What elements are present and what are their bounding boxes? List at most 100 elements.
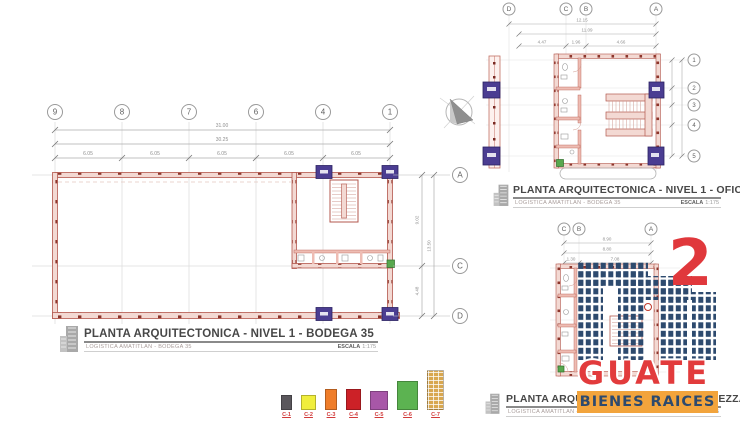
building-icon xyxy=(492,183,510,211)
grid-bubble: B xyxy=(584,6,588,13)
grid-bubble: 5 xyxy=(692,154,696,160)
legend-label: C-7 xyxy=(431,412,440,418)
grid-bubble: D xyxy=(507,6,512,13)
main-plan-subtitle: LOGISTICA AMATITLAN - BODEGA 35 xyxy=(86,344,192,350)
dim-s3: 4.66 xyxy=(617,40,626,45)
legend-label: C-1 xyxy=(282,412,291,418)
office-restrooms xyxy=(293,249,391,264)
legend-swatch-c2 xyxy=(301,395,316,410)
oficina-canopy xyxy=(559,167,657,180)
main-plan-scale: ESCALA 1:175 xyxy=(338,344,376,350)
warehouse-walls xyxy=(52,172,400,319)
dim-right-total: 13.50 xyxy=(427,240,432,252)
top-dimensions: 31.00 30.25 6.05 6.05 6.05 6.05 6.05 xyxy=(51,123,394,162)
legend-label: C-2 xyxy=(304,412,313,418)
title-rule xyxy=(84,341,378,343)
mezz-top-bubbles: C B A xyxy=(557,222,658,236)
building-icon xyxy=(484,392,501,419)
oficina-subtitle: LOGISTICA AMATITLAN - BODEGA 35 xyxy=(515,200,621,206)
dim-seg: 6.05 xyxy=(83,151,93,157)
dim-inner: 11.09 xyxy=(582,28,593,33)
grid-bubble: A xyxy=(649,226,654,233)
dim-s2: 7.08 xyxy=(611,257,620,262)
grid-bubble: 2 xyxy=(692,86,696,92)
green-corner-marker xyxy=(557,365,565,373)
title-rule-thin xyxy=(84,351,378,352)
oficina-stair xyxy=(605,93,653,137)
main-floor-plan-drawing: 31.00 30.25 6.05 6.05 6.05 6.05 6.05 9 8… xyxy=(32,95,475,324)
oficina-purple-markers xyxy=(647,81,665,166)
logo-brand-name: GUATE xyxy=(577,354,711,392)
m2-building-logo xyxy=(576,262,716,360)
dim-seg: 6.05 xyxy=(351,151,361,157)
oficina-scale: ESCALA 1:175 xyxy=(681,200,719,206)
purple-column-markers xyxy=(315,165,399,321)
legend-swatch-c1 xyxy=(281,395,292,410)
legend-item: C-4 xyxy=(346,389,361,418)
grid-bubble-7: 7 xyxy=(187,108,192,117)
grid-bubble: A xyxy=(654,6,659,13)
grid-bubble: C xyxy=(562,226,567,233)
grid-bubble: 3 xyxy=(692,103,696,109)
green-corner-marker xyxy=(386,259,395,268)
right-dimensions: 9.02 4.48 13.50 xyxy=(393,171,450,320)
legend-item: C-6 xyxy=(397,381,418,418)
legend-item: C-3 xyxy=(325,389,337,418)
column-grid-bubbles: 9 8 7 6 4 1 xyxy=(47,104,398,120)
dim-seg: 6.05 xyxy=(217,151,227,157)
scale-label: ESCALA xyxy=(337,344,361,350)
grid-bubble-C: C xyxy=(457,262,463,271)
grid-bubble-6: 6 xyxy=(254,108,259,117)
grid-bubble-4: 4 xyxy=(321,108,326,117)
oficina-top-bubbles: D C B A xyxy=(502,2,663,16)
legend-item: C-2 xyxy=(301,395,316,418)
dim-total: 8.90 xyxy=(603,237,612,242)
scale-label: ESCALA xyxy=(680,200,704,206)
legend-label: C-3 xyxy=(326,412,336,418)
dim-seg: 6.05 xyxy=(284,151,294,157)
grid-bubble: 1 xyxy=(692,58,696,64)
legend-item: C-1 xyxy=(281,395,292,418)
legend-label: C-6 xyxy=(403,412,412,418)
oficina-right-bubbles: 1 2 3 4 5 xyxy=(687,53,701,163)
main-plan-title: PLANTA ARQUITECTONICA - NIVEL 1 - BODEGA… xyxy=(84,328,374,340)
scale-value: 1:175 xyxy=(705,200,719,206)
legend-label: C-4 xyxy=(349,412,358,418)
oficina-interior xyxy=(555,57,582,165)
grid-bubble: C xyxy=(564,6,569,13)
title-rule xyxy=(513,197,721,199)
oficina-left-strip xyxy=(482,55,501,169)
grid-bubble-A: A xyxy=(457,171,463,180)
grid-bubble-D: D xyxy=(457,312,463,321)
oficina-floor-plan-drawing: 12.15 11.09 4.47 1.96 4.66 D C B A xyxy=(482,2,701,180)
legend-item: C-5 xyxy=(370,391,388,418)
dim-s1: 4.47 xyxy=(538,40,547,45)
grid-bubble-1: 1 xyxy=(388,108,393,117)
dim-inner: 30.25 xyxy=(216,137,229,143)
logo-m-shape xyxy=(576,262,716,360)
legend-swatch-c5 xyxy=(370,391,388,410)
logo-banner-text: BIENES RAICES xyxy=(579,394,716,410)
dim-inner: 8.80 xyxy=(603,247,612,252)
dim-right-2: 4.48 xyxy=(415,286,420,295)
legend-item: C-7 xyxy=(427,370,444,418)
grid-bubble: B xyxy=(577,226,581,233)
building-icon xyxy=(58,324,80,357)
north-arrow-icon xyxy=(439,95,475,129)
green-corner-marker xyxy=(556,159,564,167)
oficina-walls xyxy=(553,53,661,169)
mezzanine-subtitle: LOGISTICA AMATITLAN - BODEGA 35 xyxy=(508,409,614,415)
row-grid-bubbles: A C D xyxy=(452,167,468,324)
dim-total: 31.00 xyxy=(216,123,229,129)
oficina-right-dimensions xyxy=(669,57,685,159)
oficina-title-block: PLANTA ARQUITECTONICA - NIVEL 1 - OFICIN… xyxy=(513,184,740,208)
grid-bubble-8: 8 xyxy=(120,108,125,117)
main-plan-title-block: PLANTA ARQUITECTONICA - NIVEL 1 - BODEGA… xyxy=(84,328,378,352)
oficina-title: PLANTA ARQUITECTONICA - NIVEL 1 - OFICIN… xyxy=(513,184,740,196)
dim-s1: 1.30 xyxy=(567,257,576,262)
legend-swatch-c4 xyxy=(346,389,361,410)
grid-bubble-9: 9 xyxy=(53,108,58,117)
scale-value: 1:175 xyxy=(362,344,376,350)
title-rule-thin xyxy=(513,207,721,208)
